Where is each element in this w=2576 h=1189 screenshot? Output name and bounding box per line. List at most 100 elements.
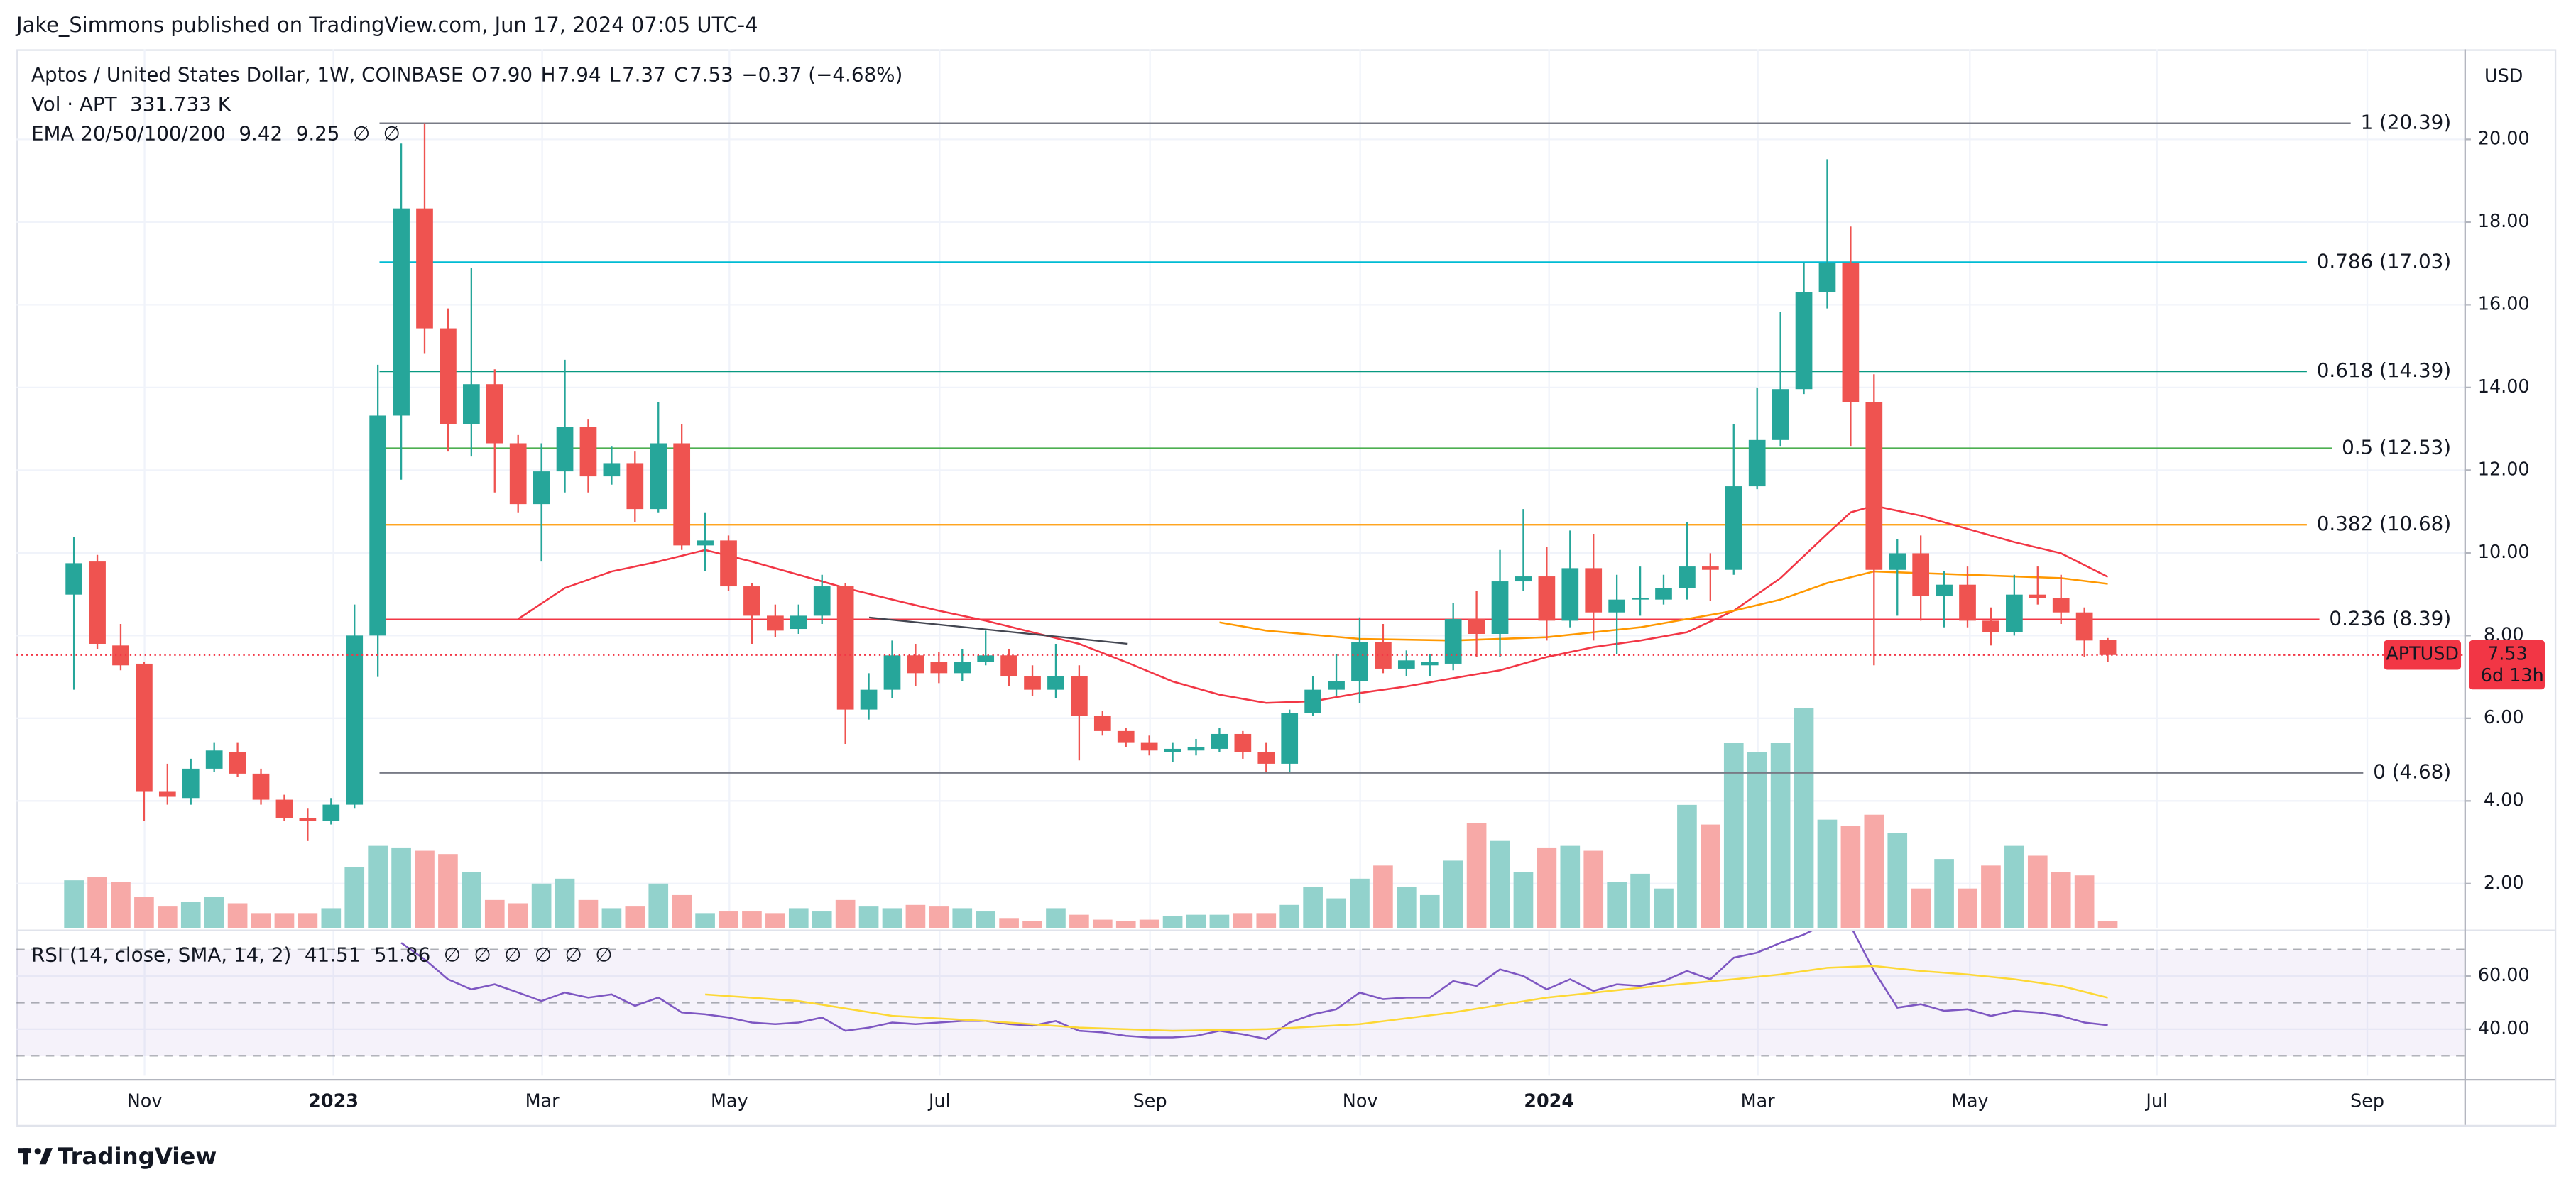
candle-body[interactable] xyxy=(2029,594,2046,598)
candle-body[interactable] xyxy=(1959,584,1976,621)
candle-body[interactable] xyxy=(1725,486,1742,570)
candle-body[interactable] xyxy=(860,689,878,710)
candle-body[interactable] xyxy=(2075,612,2093,641)
candle-body[interactable] xyxy=(462,384,480,424)
candle-body[interactable] xyxy=(1538,576,1556,621)
currency-label[interactable]: USD xyxy=(2484,66,2523,87)
volume-bar xyxy=(391,847,411,928)
candle-body[interactable] xyxy=(1234,733,1252,752)
candle-body[interactable] xyxy=(1281,713,1299,764)
candle-body[interactable] xyxy=(626,463,644,510)
candle-body[interactable] xyxy=(158,791,176,797)
tradingview-logo[interactable]: TradingView xyxy=(18,1143,217,1170)
candle-body[interactable] xyxy=(1000,655,1017,677)
candle-body[interactable] xyxy=(2006,594,2023,632)
candle-body[interactable] xyxy=(65,563,82,595)
candle-body[interactable] xyxy=(369,415,387,636)
candle-body[interactable] xyxy=(883,655,901,690)
candle-body[interactable] xyxy=(1117,730,1135,743)
candle-body[interactable] xyxy=(1936,584,1953,597)
candle-body[interactable] xyxy=(533,471,550,505)
candle-body[interactable] xyxy=(229,752,246,774)
y-tick-label: 6.00 xyxy=(2484,707,2524,728)
candle-body[interactable] xyxy=(322,804,340,821)
candle-body[interactable] xyxy=(1211,733,1228,749)
candle-body[interactable] xyxy=(743,586,760,616)
candle-body[interactable] xyxy=(1795,292,1813,390)
candle-body[interactable] xyxy=(1818,262,1836,292)
candle-body[interactable] xyxy=(930,662,948,674)
ohlc-value: 7.94 xyxy=(557,62,601,86)
candle-body[interactable] xyxy=(275,799,293,818)
volume-bar xyxy=(719,911,738,928)
candle-body[interactable] xyxy=(836,586,854,710)
candle-body[interactable] xyxy=(299,818,317,821)
candle-body[interactable] xyxy=(416,208,433,329)
candle-body[interactable] xyxy=(1444,619,1462,664)
candle-body[interactable] xyxy=(603,463,621,477)
ema-value: ∅ xyxy=(383,122,400,146)
candle-body[interactable] xyxy=(1024,676,1041,690)
candle-body[interactable] xyxy=(1585,568,1603,613)
candle-body[interactable] xyxy=(2099,640,2117,655)
candle-body[interactable] xyxy=(720,540,737,587)
candle-body[interactable] xyxy=(1491,581,1509,635)
candle-body[interactable] xyxy=(1865,402,1883,570)
candle-body[interactable] xyxy=(486,384,503,444)
candle-body[interactable] xyxy=(205,750,223,769)
price-pane[interactable] xyxy=(16,122,2465,928)
candle-body[interactable] xyxy=(1093,716,1111,731)
candle-body[interactable] xyxy=(1912,553,1930,597)
y-tick-label: 60.00 xyxy=(2478,965,2530,986)
candle-body[interactable] xyxy=(579,427,597,477)
candle-body[interactable] xyxy=(1071,676,1088,716)
candle-body[interactable] xyxy=(136,663,153,792)
candle-body[interactable] xyxy=(767,615,784,631)
candle-body[interactable] xyxy=(509,443,527,505)
volume-bar xyxy=(672,894,692,928)
candle-body[interactable] xyxy=(790,615,807,630)
candle-body[interactable] xyxy=(182,768,200,799)
candle-body[interactable] xyxy=(907,655,924,674)
series-line xyxy=(705,965,2108,1032)
candle-body[interactable] xyxy=(697,540,714,546)
candle-body[interactable] xyxy=(977,655,995,662)
candle-body[interactable] xyxy=(346,635,364,805)
candle-body[interactable] xyxy=(1304,689,1321,713)
candle-body[interactable] xyxy=(813,586,831,616)
candle-body[interactable] xyxy=(1982,620,1999,632)
candle-body[interactable] xyxy=(89,561,106,644)
candle-body[interactable] xyxy=(1679,566,1696,588)
candle-body[interactable] xyxy=(252,773,270,800)
candle-body[interactable] xyxy=(1351,642,1368,681)
candle-body[interactable] xyxy=(1561,568,1579,621)
candle-body[interactable] xyxy=(1515,576,1532,582)
candle-body[interactable] xyxy=(1468,619,1485,635)
candle-body[interactable] xyxy=(1397,660,1415,669)
rsi-pane[interactable] xyxy=(16,923,2465,1057)
candle-body[interactable] xyxy=(650,443,667,510)
candle-body[interactable] xyxy=(393,208,410,416)
candle-body[interactable] xyxy=(1748,439,1766,487)
candle-body[interactable] xyxy=(440,328,457,424)
trend-line-drawing[interactable] xyxy=(868,616,1128,645)
candle-body[interactable] xyxy=(1632,598,1649,600)
candle-body[interactable] xyxy=(1421,662,1439,666)
candle-body[interactable] xyxy=(2052,598,2070,613)
candle-body[interactable] xyxy=(1047,676,1064,690)
candle-body[interactable] xyxy=(954,662,971,674)
candle-body[interactable] xyxy=(1701,566,1719,570)
candle-body[interactable] xyxy=(1842,262,1860,402)
candle-body[interactable] xyxy=(1140,742,1158,751)
candle-body[interactable] xyxy=(1772,389,1789,440)
candle-body[interactable] xyxy=(1328,681,1345,690)
candle-body[interactable] xyxy=(556,427,574,472)
candle-body[interactable] xyxy=(673,443,691,546)
candle-body[interactable] xyxy=(1187,747,1205,751)
candle-body[interactable] xyxy=(1257,752,1275,764)
candle-body[interactable] xyxy=(1164,748,1181,752)
candle-body[interactable] xyxy=(1889,553,1906,570)
price-tag-countdown: 6d 13h xyxy=(2481,665,2544,686)
candle-body[interactable] xyxy=(1608,599,1626,613)
candle-body[interactable] xyxy=(1655,588,1672,600)
